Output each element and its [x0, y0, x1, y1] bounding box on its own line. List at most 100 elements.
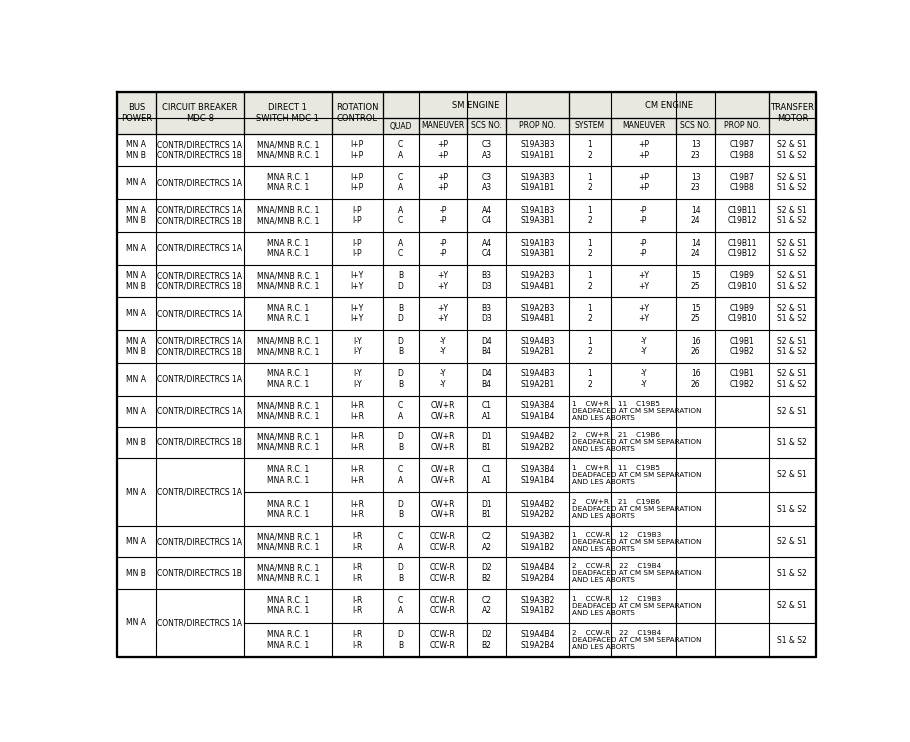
Text: PROP NO.: PROP NO. [520, 122, 556, 131]
Polygon shape [116, 92, 156, 134]
Text: C
A: C A [398, 532, 403, 551]
Text: B3
D3: B3 D3 [481, 304, 492, 324]
Text: I+R
I+R: I+R I+R [350, 401, 364, 421]
Text: TRANSFER
MOTOR: TRANSFER MOTOR [771, 103, 814, 122]
Text: +Y
+Y: +Y +Y [638, 272, 649, 291]
Text: 16
26: 16 26 [691, 370, 701, 389]
Text: 1
2: 1 2 [588, 206, 592, 226]
Text: MNA/MNB R.C. 1
MNA/MNB R.C. 1: MNA/MNB R.C. 1 MNA/MNB R.C. 1 [257, 337, 319, 356]
Text: C
A: C A [398, 596, 403, 615]
Text: 1
2: 1 2 [588, 272, 592, 291]
Text: QUAD: QUAD [389, 122, 412, 131]
Text: MNA/MNB R.C. 1
MNA/MNB R.C. 1: MNA/MNB R.C. 1 MNA/MNB R.C. 1 [257, 433, 319, 452]
Text: S1 & S2: S1 & S2 [777, 438, 807, 447]
Text: 1    CW+R    11    C19B5
DEADFACED AT CM SM SEPARATION
AND LES ABORTS: 1 CW+R 11 C19B5 DEADFACED AT CM SM SEPAR… [571, 464, 702, 485]
Polygon shape [570, 118, 611, 134]
Polygon shape [383, 92, 570, 118]
Text: MANEUVER: MANEUVER [622, 122, 665, 131]
Text: +P
+P: +P +P [638, 173, 649, 192]
Text: MN A: MN A [126, 618, 147, 628]
Text: 13
23: 13 23 [691, 173, 701, 192]
Text: B3
D3: B3 D3 [481, 272, 492, 291]
Text: MN A: MN A [126, 243, 147, 253]
Text: CCW-R
CCW-R: CCW-R CCW-R [430, 596, 456, 615]
Text: S2 & S1
S1 & S2: S2 & S1 S1 & S2 [777, 337, 807, 356]
Text: SM ENGINE: SM ENGINE [452, 101, 500, 110]
Text: 16
26: 16 26 [691, 337, 701, 356]
Text: 1    CCW-R    12    C19B3
DEADFACED AT CM SM SEPARATION
AND LES ABORTS: 1 CCW-R 12 C19B3 DEADFACED AT CM SM SEPA… [571, 596, 702, 616]
Text: S2 & S1
S1 & S2: S2 & S1 S1 & S2 [777, 238, 807, 258]
Text: CW+R
CW+R: CW+R CW+R [430, 499, 455, 519]
Text: 1
2: 1 2 [588, 370, 592, 389]
Text: C
A: C A [398, 401, 403, 421]
Text: I+R
I+R: I+R I+R [350, 465, 364, 485]
Text: 13
23: 13 23 [691, 140, 701, 160]
Text: I-Y
I-Y: I-Y I-Y [353, 370, 361, 389]
Text: D2
B2: D2 B2 [481, 631, 491, 650]
Text: C19B1
C19B2: C19B1 C19B2 [730, 337, 754, 356]
Text: MNA R.C. 1
MNA R.C. 1: MNA R.C. 1 MNA R.C. 1 [267, 499, 309, 519]
Text: CONTR/DIRECTRCS 1B: CONTR/DIRECTRCS 1B [157, 438, 242, 447]
Text: S1 & S2: S1 & S2 [777, 568, 807, 577]
Text: C19B9
C19B10: C19B9 C19B10 [727, 304, 757, 324]
Text: S19A3B4
S19A1B4: S19A3B4 S19A1B4 [521, 465, 555, 485]
Polygon shape [506, 118, 570, 134]
Text: S19A1B3
S19A3B1: S19A1B3 S19A3B1 [521, 206, 555, 226]
Text: -Y
-Y: -Y -Y [640, 370, 647, 389]
Text: -Y
-Y: -Y -Y [440, 370, 446, 389]
Text: A4
C4: A4 C4 [481, 206, 491, 226]
Text: +Y
+Y: +Y +Y [438, 304, 449, 324]
Text: CIRCUIT BREAKER
MDC-8: CIRCUIT BREAKER MDC-8 [162, 103, 238, 122]
Text: S2 & S1: S2 & S1 [777, 601, 807, 610]
Text: +Y
+Y: +Y +Y [438, 272, 449, 291]
Text: 1
2: 1 2 [588, 337, 592, 356]
Text: CONTR/DIRECTRCS 1A: CONTR/DIRECTRCS 1A [157, 309, 242, 318]
Text: MN A
MN B: MN A MN B [126, 140, 147, 160]
Text: CM ENGINE: CM ENGINE [645, 101, 693, 110]
Text: I-R
I-R: I-R I-R [352, 631, 362, 650]
Text: C19B11
C19B12: C19B11 C19B12 [727, 206, 757, 226]
Text: D1
B1: D1 B1 [481, 433, 491, 452]
Polygon shape [570, 92, 769, 118]
Text: MN A: MN A [126, 309, 147, 318]
Polygon shape [244, 92, 332, 134]
Text: DIRECT 1
SWITCH MDC 1: DIRECT 1 SWITCH MDC 1 [257, 103, 319, 122]
Text: S1 & S2: S1 & S2 [777, 505, 807, 513]
Text: MN A
MN B: MN A MN B [126, 206, 147, 226]
Polygon shape [769, 92, 816, 134]
Text: SCS NO.: SCS NO. [680, 122, 711, 131]
Text: D1
B1: D1 B1 [481, 499, 491, 519]
Polygon shape [467, 118, 506, 134]
Text: CW+R
CW+R: CW+R CW+R [430, 401, 455, 421]
Text: 2    CCW-R    22    C19B4
DEADFACED AT CM SM SEPARATION
AND LES ABORTS: 2 CCW-R 22 C19B4 DEADFACED AT CM SM SEPA… [571, 563, 702, 583]
Text: S19A3B3
S19A1B1: S19A3B3 S19A1B1 [521, 173, 555, 192]
Text: D
B: D B [398, 433, 404, 452]
Text: BUS
POWER: BUS POWER [121, 103, 152, 122]
Text: -Y
-Y: -Y -Y [640, 337, 647, 356]
Text: S19A3B3
S19A1B1: S19A3B3 S19A1B1 [521, 140, 555, 160]
Text: S19A1B3
S19A3B1: S19A1B3 S19A3B1 [521, 238, 555, 258]
Text: D4
B4: D4 B4 [481, 337, 492, 356]
Text: D
B: D B [398, 337, 404, 356]
Text: MNA R.C. 1
MNA R.C. 1: MNA R.C. 1 MNA R.C. 1 [267, 173, 309, 192]
Text: S19A2B3
S19A4B1: S19A2B3 S19A4B1 [521, 304, 555, 324]
Text: A
C: A C [398, 206, 403, 226]
Polygon shape [332, 92, 383, 134]
Text: MNA R.C. 1
MNA R.C. 1: MNA R.C. 1 MNA R.C. 1 [267, 631, 309, 650]
Text: CONTR/DIRECTRCS 1A
CONTR/DIRECTRCS 1B: CONTR/DIRECTRCS 1A CONTR/DIRECTRCS 1B [157, 140, 242, 160]
Text: C3
A3: C3 A3 [481, 140, 491, 160]
Text: CONTR/DIRECTRCS 1A: CONTR/DIRECTRCS 1A [157, 487, 242, 496]
Text: S2 & S1
S1 & S2: S2 & S1 S1 & S2 [777, 140, 807, 160]
Text: MNA/MNB R.C. 1
MNA/MNB R.C. 1: MNA/MNB R.C. 1 MNA/MNB R.C. 1 [257, 206, 319, 226]
Text: S2 & S1: S2 & S1 [777, 537, 807, 546]
Text: -P
-P: -P -P [640, 238, 647, 258]
Text: I+Y
I+Y: I+Y I+Y [350, 272, 364, 291]
Text: -P
-P: -P -P [640, 206, 647, 226]
Text: D
B: D B [398, 563, 404, 582]
Text: D
B: D B [398, 499, 404, 519]
Text: S2 & S1
S1 & S2: S2 & S1 S1 & S2 [777, 173, 807, 192]
Text: 14
24: 14 24 [691, 206, 701, 226]
Text: S2 & S1
S1 & S2: S2 & S1 S1 & S2 [777, 206, 807, 226]
Text: CW+R
CW+R: CW+R CW+R [430, 465, 455, 485]
Text: S19A3B4
S19A1B4: S19A3B4 S19A1B4 [521, 401, 555, 421]
